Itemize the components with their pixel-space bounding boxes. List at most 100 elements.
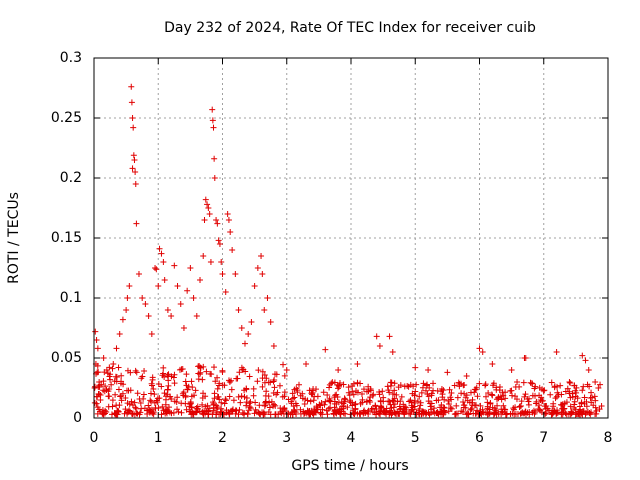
data-point — [324, 411, 331, 418]
data-point — [461, 390, 468, 397]
data-point — [521, 393, 528, 400]
data-point — [525, 398, 532, 405]
data-point — [190, 295, 197, 301]
data-point — [509, 410, 516, 417]
data-point — [350, 410, 357, 417]
data-point — [148, 331, 155, 337]
data-point — [482, 382, 489, 389]
data-point — [148, 398, 155, 405]
data-point — [352, 406, 359, 413]
data-point — [512, 393, 519, 400]
data-point — [408, 407, 415, 414]
data-point — [137, 400, 144, 407]
data-point — [411, 403, 418, 410]
data-point — [377, 407, 384, 414]
x-tick-label: 7 — [539, 430, 548, 446]
data-point — [531, 385, 538, 392]
data-point — [571, 398, 578, 405]
data-point — [536, 402, 542, 409]
data-point — [479, 408, 486, 415]
data-point — [529, 380, 536, 387]
data-point — [500, 402, 507, 409]
axis-ticks: 0 0.05 0.1 0.15 0.2 0.25 0.3 0 1 2 3 4 5 6 7 8 — [51, 50, 613, 446]
data-point — [592, 410, 599, 417]
data-point — [165, 382, 172, 389]
data-point — [289, 390, 296, 397]
data-point — [406, 398, 413, 405]
data-point — [153, 266, 160, 273]
data-point — [474, 393, 481, 400]
data-point — [558, 402, 565, 409]
data-point — [182, 393, 189, 400]
data-point — [202, 393, 209, 400]
data-point — [215, 237, 222, 244]
data-point — [336, 410, 343, 417]
data-point — [223, 397, 230, 404]
data-point — [383, 405, 390, 412]
data-point — [529, 392, 536, 399]
data-point — [235, 393, 242, 400]
data-point — [327, 404, 334, 411]
x-axis-label: GPS time / hours — [291, 458, 408, 474]
data-point — [272, 411, 279, 418]
data-point — [105, 393, 112, 400]
data-point — [128, 99, 135, 106]
data-point — [221, 382, 228, 389]
data-point — [593, 407, 600, 414]
data-point — [136, 411, 143, 418]
data-point — [227, 229, 234, 235]
data-point — [176, 366, 183, 373]
data-point — [170, 374, 177, 381]
data-point — [154, 399, 161, 406]
data-point — [105, 403, 112, 410]
data-point — [300, 408, 307, 415]
data-point — [259, 368, 266, 375]
data-point — [322, 346, 329, 353]
data-point — [103, 408, 110, 415]
data-point — [489, 404, 496, 411]
data-point — [107, 376, 114, 383]
data-point — [94, 404, 101, 411]
data-point — [334, 385, 341, 392]
data-point — [183, 382, 190, 389]
data-point — [270, 389, 277, 396]
data-point — [241, 393, 248, 400]
data-point — [591, 393, 598, 400]
data-point — [288, 400, 295, 407]
data-point — [149, 376, 156, 383]
data-point — [178, 400, 185, 407]
data-point — [484, 411, 491, 418]
data-point — [133, 220, 140, 227]
data-point — [139, 295, 146, 301]
data-point — [133, 369, 140, 376]
data-point — [135, 271, 142, 277]
data-point — [229, 247, 236, 253]
data-point — [370, 391, 377, 398]
data-point — [283, 367, 290, 373]
data-point — [147, 390, 154, 397]
data-point — [201, 217, 208, 223]
data-point — [207, 259, 214, 265]
data-point — [460, 402, 467, 409]
data-point — [206, 211, 213, 217]
data-point — [195, 370, 202, 377]
data-point — [151, 391, 158, 398]
data-point — [536, 406, 543, 413]
data-point — [365, 388, 372, 395]
data-point — [473, 402, 480, 409]
data-point — [335, 367, 342, 373]
data-point — [161, 277, 168, 283]
data-point — [158, 250, 165, 257]
data-point — [323, 407, 330, 414]
data-point — [187, 398, 194, 405]
data-point — [126, 407, 133, 414]
data-point — [520, 379, 527, 386]
data-point — [152, 405, 159, 412]
data-point — [340, 405, 347, 412]
data-point — [581, 394, 588, 401]
data-point — [142, 301, 149, 307]
data-point — [174, 283, 181, 289]
data-point — [464, 410, 471, 417]
data-point — [246, 404, 253, 411]
